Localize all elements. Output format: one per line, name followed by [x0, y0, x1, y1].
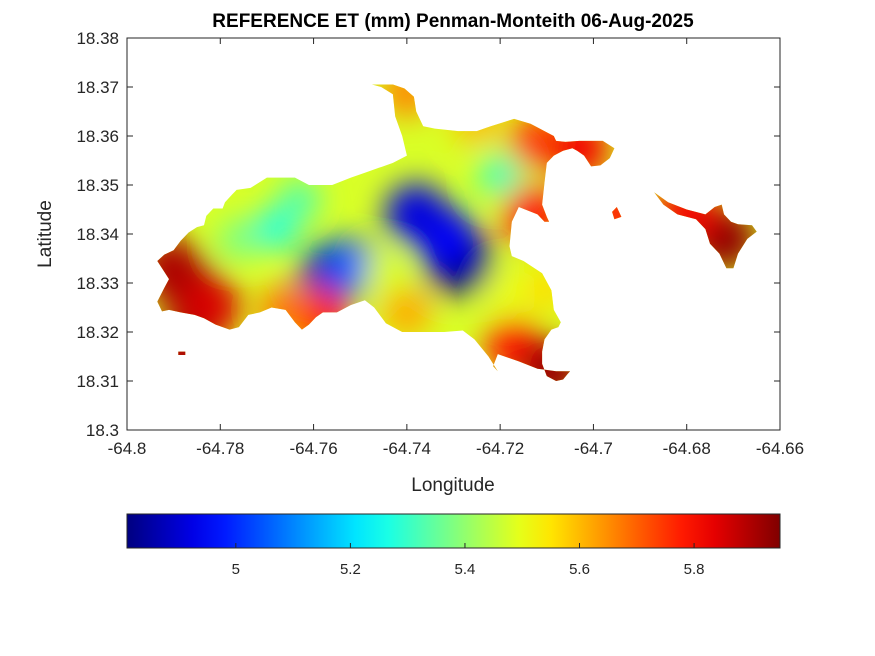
chart-title: REFERENCE ET (mm) Penman-Monteith 06-Aug… — [212, 11, 694, 32]
y-tick-label: 18.35 — [76, 176, 119, 195]
y-tick-label: 18.36 — [76, 127, 119, 146]
y-tick-label: 18.32 — [76, 323, 119, 342]
et-value-blob — [157, 236, 204, 301]
et-value-blob — [384, 183, 448, 246]
x-tick-label: -64.7 — [574, 439, 613, 458]
y-tick-label: 18.34 — [76, 225, 119, 244]
colorbar-ticks: 5 5.2 5.4 5.6 5.8 — [232, 543, 705, 578]
y-tick-label: 18.31 — [76, 372, 119, 391]
x-axis-label: Longitude — [411, 475, 494, 496]
x-tick-label: -64.74 — [383, 439, 431, 458]
colorbar-tick-label: 5.8 — [684, 561, 705, 578]
et-value-blob — [363, 253, 404, 294]
et-value-blob — [279, 179, 320, 220]
colorbar — [126, 513, 781, 549]
x-tick-label: -64.78 — [196, 439, 244, 458]
colorbar-tick-label: 5.4 — [455, 561, 476, 578]
y-tick-label: 18.33 — [76, 274, 119, 293]
et-value-blob — [254, 207, 298, 251]
y-tick-label: 18.38 — [76, 29, 119, 48]
y-tick-label: 18.37 — [76, 78, 119, 97]
et-value-blob — [382, 288, 432, 337]
x-tick-label: -64.76 — [289, 439, 337, 458]
colorbar-tick-label: 5.6 — [569, 561, 590, 578]
y-tick-label: 18.3 — [86, 421, 119, 440]
x-tick-label: -64.72 — [476, 439, 524, 458]
x-tick-label: -64.8 — [108, 439, 147, 458]
et-value-blob — [479, 154, 521, 196]
colorbar-tick-label: 5 — [232, 561, 240, 578]
x-tick-label: -64.68 — [663, 439, 711, 458]
colorbar-tick-label: 5.2 — [340, 561, 361, 578]
x-axis-ticks: -64.8 -64.78 -64.76 -64.74 -64.72 -64.7 -64.68… — [108, 38, 804, 458]
x-tick-label: -64.66 — [756, 439, 804, 458]
et-value-blob — [488, 272, 531, 314]
et-value-blob — [219, 219, 258, 258]
y-axis-ticks: 18.3 18.31 18.32 18.33 18.34 18.35 18.36 18.37 1… — [76, 29, 780, 440]
y-axis-label: Latitude — [35, 200, 56, 268]
